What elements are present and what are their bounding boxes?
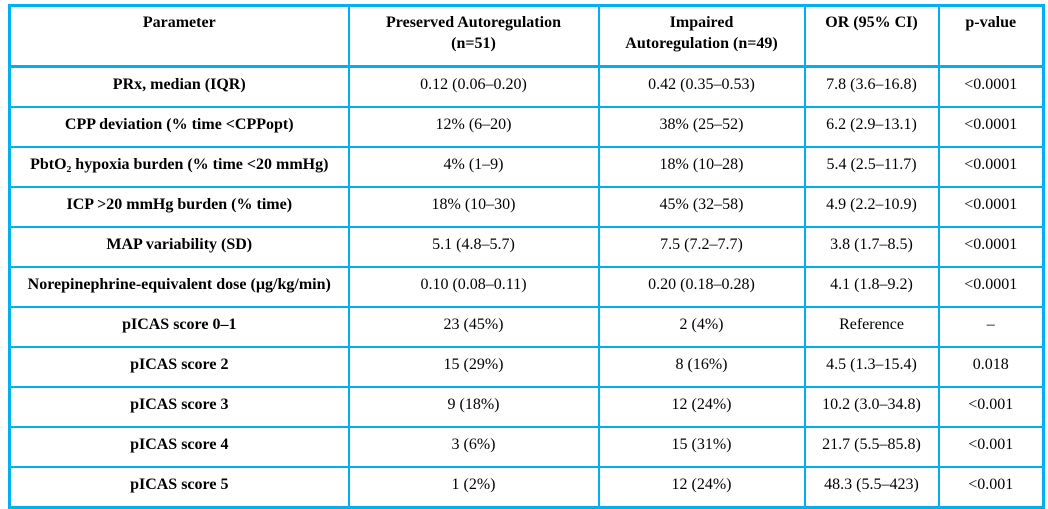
page: Parameter Preserved Autoregulation (n=51… — [8, 4, 1045, 509]
cell-impaired: 18% (10–28) — [597, 146, 806, 188]
cell-preserved: 12% (6–20) — [347, 106, 600, 148]
table-row: PbtO₂ hypoxia burden (% time <20 mmHg) 4… — [8, 146, 1045, 188]
table-row: ICP >20 mmHg burden (% time) 18% (10–30)… — [8, 186, 1045, 228]
cell-parameter: PbtO₂ hypoxia burden (% time <20 mmHg) — [8, 146, 350, 188]
table-row: Norepinephrine-equivalent dose (µg/kg/mi… — [8, 266, 1045, 308]
cell-preserved: 15 (29%) — [347, 346, 600, 388]
cell-impaired: 0.20 (0.18–0.28) — [597, 266, 806, 308]
cell-p-value: 0.018 — [937, 346, 1045, 388]
cell-or-ci: 10.2 (3.0–34.8) — [803, 386, 940, 428]
column-header-preserved-autoregulation: Preserved Autoregulation (n=51) — [347, 4, 600, 68]
cell-impaired: 38% (25–52) — [597, 106, 806, 148]
cell-p-value: <0.0001 — [937, 65, 1045, 108]
cell-impaired: 45% (32–58) — [597, 186, 806, 228]
cell-or-ci: 4.5 (1.3–15.4) — [803, 346, 940, 388]
cell-parameter: CPP deviation (% time <CPPopt) — [8, 106, 350, 148]
cell-p-value: <0.0001 — [937, 226, 1045, 268]
cell-preserved: 0.12 (0.06–0.20) — [347, 65, 600, 108]
cell-or-ci: Reference — [803, 306, 940, 348]
cell-or-ci: 4.1 (1.8–9.2) — [803, 266, 940, 308]
cell-p-value: <0.001 — [937, 466, 1045, 509]
cell-parameter: pICAS score 0–1 — [8, 306, 350, 348]
cell-parameter: pICAS score 3 — [8, 386, 350, 428]
cell-impaired: 7.5 (7.2–7.7) — [597, 226, 806, 268]
cell-parameter: ICP >20 mmHg burden (% time) — [8, 186, 350, 228]
table-row: pICAS score 0–1 23 (45%) 2 (4%) Referenc… — [8, 306, 1045, 348]
table-row: CPP deviation (% time <CPPopt) 12% (6–20… — [8, 106, 1045, 148]
cell-or-ci: 3.8 (1.7–8.5) — [803, 226, 940, 268]
cell-p-value: <0.0001 — [937, 266, 1045, 308]
column-header-parameter: Parameter — [8, 4, 350, 68]
cell-or-ci: 7.8 (3.6–16.8) — [803, 65, 940, 108]
cell-impaired: 12 (24%) — [597, 466, 806, 509]
table-row: pICAS score 3 9 (18%) 12 (24%) 10.2 (3.0… — [8, 386, 1045, 428]
cell-parameter: PRx, median (IQR) — [8, 65, 350, 108]
table-row: pICAS score 2 15 (29%) 8 (16%) 4.5 (1.3–… — [8, 346, 1045, 388]
cell-impaired: 12 (24%) — [597, 386, 806, 428]
table-header: Parameter Preserved Autoregulation (n=51… — [8, 4, 1045, 68]
cell-preserved: 4% (1–9) — [347, 146, 600, 188]
cell-preserved: 5.1 (4.8–5.7) — [347, 226, 600, 268]
column-header-impaired-autoregulation: Impaired Autoregulation (n=49) — [597, 4, 806, 68]
cell-preserved: 23 (45%) — [347, 306, 600, 348]
cell-p-value: <0.001 — [937, 426, 1045, 468]
table-row: pICAS score 5 1 (2%) 12 (24%) 48.3 (5.5–… — [8, 466, 1045, 509]
table-row: MAP variability (SD) 5.1 (4.8–5.7) 7.5 (… — [8, 226, 1045, 268]
cell-p-value: <0.0001 — [937, 106, 1045, 148]
cell-impaired: 0.42 (0.35–0.53) — [597, 65, 806, 108]
table-body: PRx, median (IQR) 0.12 (0.06–0.20) 0.42 … — [8, 65, 1045, 509]
cell-or-ci: 48.3 (5.5–423) — [803, 466, 940, 509]
results-table: Parameter Preserved Autoregulation (n=51… — [8, 4, 1045, 509]
table-row: pICAS score 4 3 (6%) 15 (31%) 21.7 (5.5–… — [8, 426, 1045, 468]
cell-or-ci: 4.9 (2.2–10.9) — [803, 186, 940, 228]
cell-impaired: 2 (4%) — [597, 306, 806, 348]
cell-p-value: <0.001 — [937, 386, 1045, 428]
cell-parameter: pICAS score 4 — [8, 426, 350, 468]
cell-preserved: 18% (10–30) — [347, 186, 600, 228]
cell-parameter: pICAS score 5 — [8, 466, 350, 509]
cell-parameter: Norepinephrine-equivalent dose (µg/kg/mi… — [8, 266, 350, 308]
cell-preserved: 0.10 (0.08–0.11) — [347, 266, 600, 308]
cell-p-value: <0.0001 — [937, 186, 1045, 228]
cell-or-ci: 21.7 (5.5–85.8) — [803, 426, 940, 468]
table-row: PRx, median (IQR) 0.12 (0.06–0.20) 0.42 … — [8, 65, 1045, 108]
cell-p-value: <0.0001 — [937, 146, 1045, 188]
cell-parameter: MAP variability (SD) — [8, 226, 350, 268]
cell-p-value: – — [937, 306, 1045, 348]
header-row: Parameter Preserved Autoregulation (n=51… — [8, 4, 1045, 68]
cell-impaired: 8 (16%) — [597, 346, 806, 388]
cell-impaired: 15 (31%) — [597, 426, 806, 468]
cell-preserved: 1 (2%) — [347, 466, 600, 509]
cell-or-ci: 6.2 (2.9–13.1) — [803, 106, 940, 148]
cell-preserved: 3 (6%) — [347, 426, 600, 468]
column-header-or-ci: OR (95% CI) — [803, 4, 940, 68]
column-header-p-value: p-value — [937, 4, 1045, 68]
cell-preserved: 9 (18%) — [347, 386, 600, 428]
cell-parameter: pICAS score 2 — [8, 346, 350, 388]
cell-or-ci: 5.4 (2.5–11.7) — [803, 146, 940, 188]
